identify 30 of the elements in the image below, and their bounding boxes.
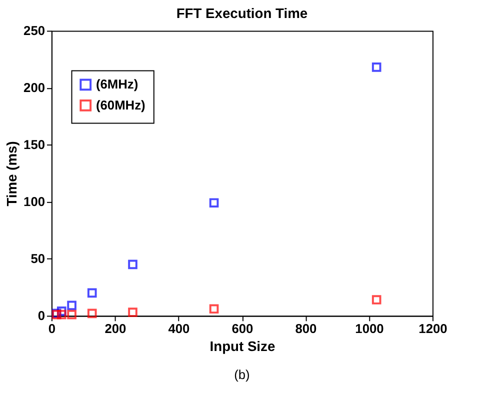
y-tick-label: 0 [38,308,46,324]
text: (b) [234,367,250,382]
x-tick-label: 400 [168,321,190,336]
point [56,310,66,320]
legend-label: (60MHz) [96,97,146,112]
point [372,295,382,304]
chart-title: FFT Execution Time [176,4,308,21]
x-tick-label: 800 [295,321,317,336]
x-axis-title: Input Size [210,338,276,354]
y-tick-label: 50 [30,251,46,266]
point [67,310,76,320]
x-tick-label: 200 [104,321,126,336]
point [87,308,97,318]
point [209,304,219,314]
point [128,308,138,317]
y-tick-label: 250 [24,23,46,38]
point [128,260,138,270]
point [67,300,76,310]
y-tick-label: 200 [24,80,46,96]
y-tick-label: 150 [24,137,46,152]
y-axis-title: Time (ms) [4,141,20,206]
point [87,288,97,298]
point [372,62,382,72]
x-tick-label: 1000 [355,321,384,336]
legend-label: (6MHz) [96,76,138,92]
y-tick-label: 100 [24,194,46,210]
x-tick-label: 1200 [418,321,448,336]
x-tick-label: 0 [48,321,56,336]
point [209,198,219,208]
x-tick-label: 600 [232,321,254,336]
